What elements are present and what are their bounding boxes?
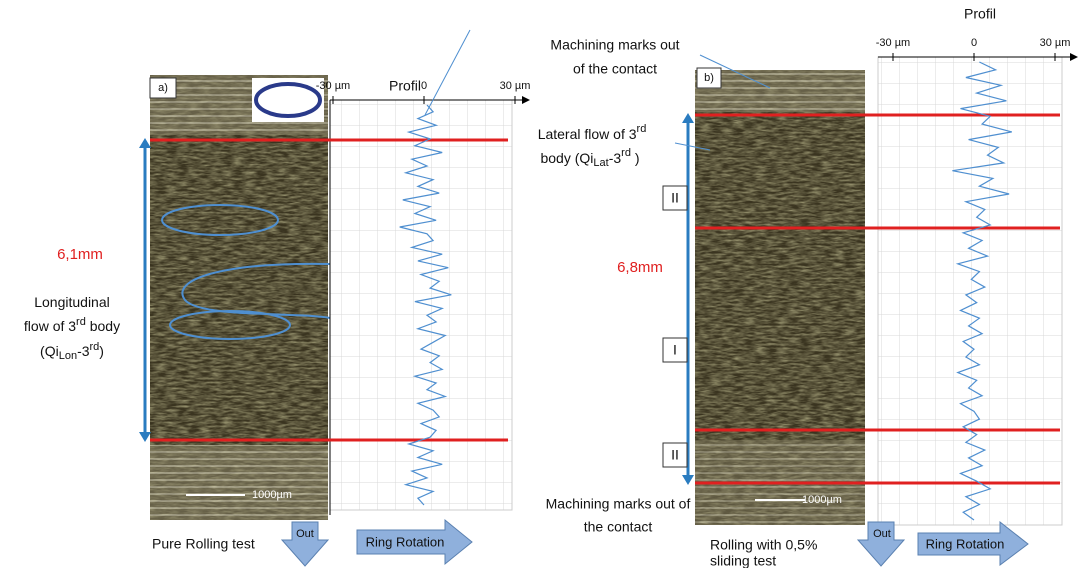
zone-label: II: [671, 447, 679, 463]
x-tick-label: 30 µm: [1040, 37, 1071, 49]
profile-grid: [877, 56, 1063, 526]
profile-trace: [952, 61, 1012, 521]
x-tick-label: -30 µm: [316, 80, 350, 92]
panel-label: b): [704, 72, 714, 84]
out-arrow: [856, 521, 906, 567]
x-tick-label: 30 µm: [500, 80, 531, 92]
annotation: body (QiLat-3rd ): [540, 147, 639, 169]
profile-title: Profil: [964, 6, 996, 22]
zone-label: I: [673, 342, 677, 358]
test-label: Pure Rolling test: [152, 536, 255, 552]
flow-label: Longitudinal: [34, 294, 110, 310]
x-tick-label: 0: [971, 37, 977, 49]
flow-label: (QiLon-3rd): [40, 341, 104, 362]
profile-grid: [329, 99, 513, 511]
annotation: Machining marks out: [550, 37, 679, 53]
x-tick-label: 0: [421, 80, 427, 92]
test-label: sliding test: [710, 553, 776, 568]
flow-label: flow of 3rd body: [24, 316, 120, 334]
zone-label: II: [671, 190, 679, 206]
leader: [699, 54, 771, 89]
annotation: the contact: [584, 519, 653, 535]
axis-arrow: [1070, 53, 1078, 61]
length-label: 6,8mm: [617, 259, 663, 276]
annotation: of the contact: [573, 61, 657, 77]
annotation: Machining marks out of: [546, 496, 691, 512]
zone-boxes: [662, 185, 688, 468]
scale-bar: 1000µm: [252, 489, 292, 501]
out-label: Out: [873, 528, 891, 540]
rotation-label: Ring Rotation: [366, 534, 445, 549]
rotation-label: Ring Rotation: [926, 536, 1005, 551]
x-tick-label: -30 µm: [876, 37, 910, 49]
annotation: Lateral flow of 3rd: [538, 123, 647, 142]
rotation-arrow: [917, 520, 1029, 566]
test-label: Rolling with 0,5%: [710, 537, 817, 553]
scale-bar: 1000µm: [802, 494, 842, 506]
leader: [424, 29, 471, 116]
profile-title: Profil: [389, 78, 421, 94]
leader: [674, 142, 711, 151]
length-label: 6,1mm: [57, 246, 103, 263]
micrograph-b: b) 1000µm: [695, 67, 865, 525]
out-label: Out: [296, 528, 314, 540]
panel-label: a): [158, 82, 168, 94]
micrograph-a: a) 1000µm: [149, 75, 331, 520]
rotation-arrow: [356, 518, 473, 566]
out-arrow: [280, 521, 330, 567]
profile-trace: [399, 104, 452, 506]
axis-arrow: [522, 96, 530, 104]
